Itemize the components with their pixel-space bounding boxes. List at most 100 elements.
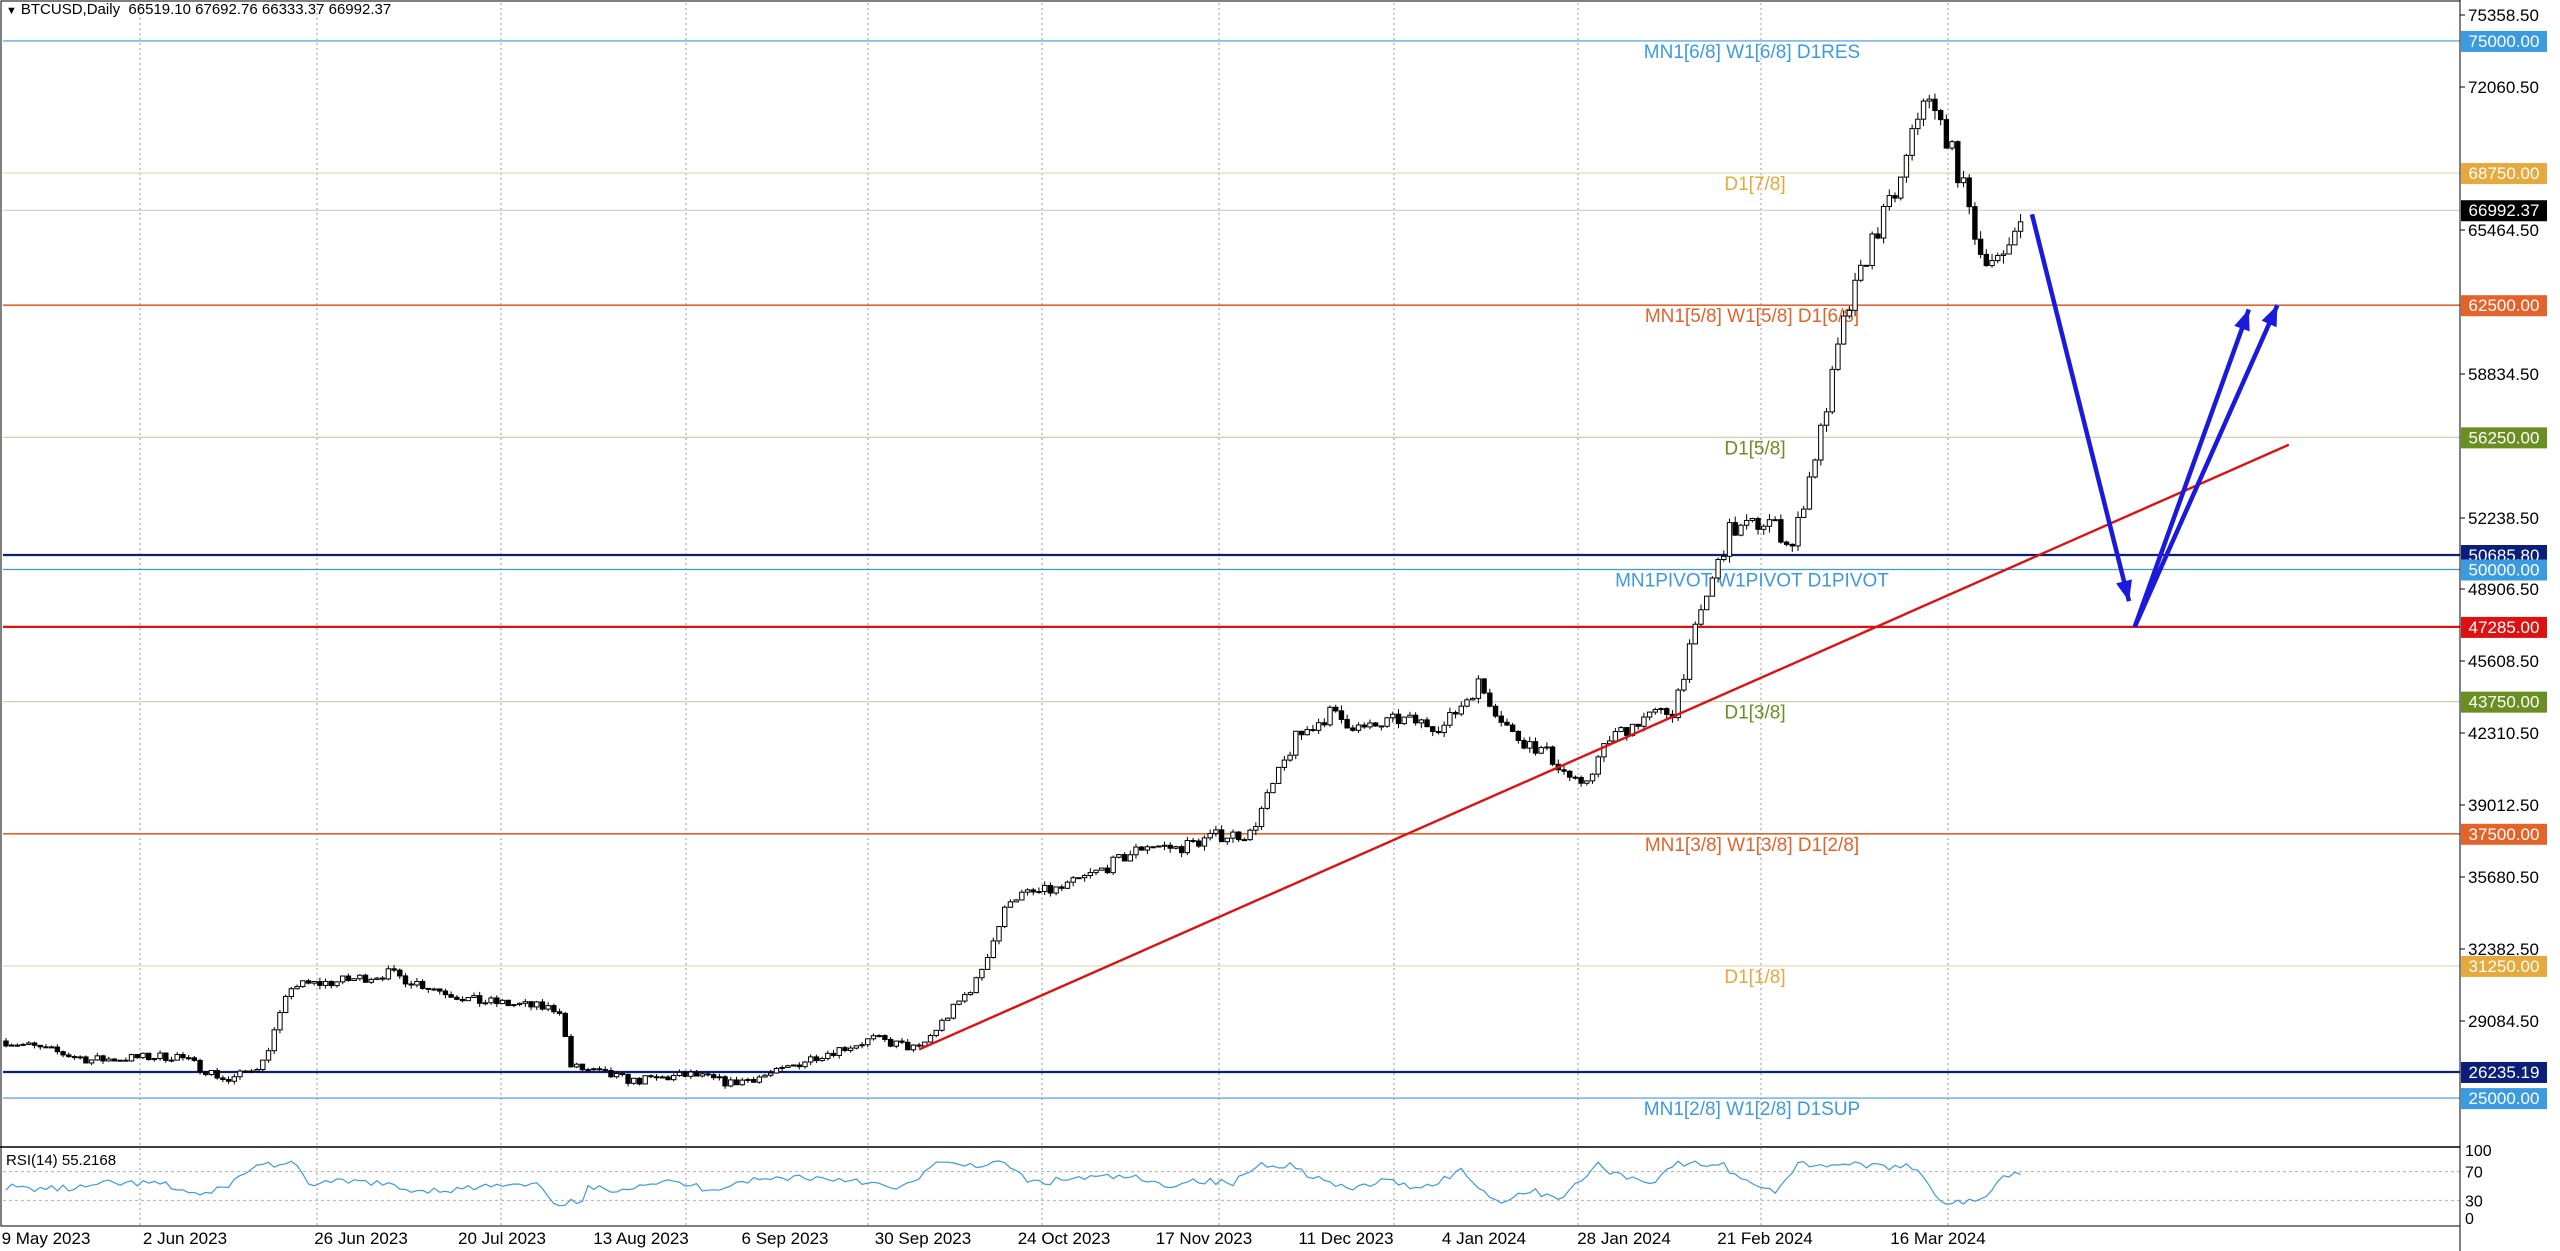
candle-body	[1230, 831, 1236, 839]
candle-body	[1116, 854, 1122, 858]
candlesticks[interactable]	[3, 93, 2024, 1089]
candle-body	[1350, 727, 1356, 731]
candle-body	[1538, 747, 1544, 754]
price-tag-bg	[2461, 559, 2547, 581]
candle-body	[465, 996, 471, 1002]
candle-body	[117, 1059, 123, 1062]
candle-body	[305, 980, 312, 984]
candle-body	[180, 1054, 186, 1059]
candle-body	[1458, 705, 1464, 715]
candle-body	[88, 1059, 95, 1064]
price-tag: 62500.00	[2461, 295, 2547, 317]
candle-body	[1972, 206, 1978, 240]
candle-body	[2006, 244, 2012, 255]
y-tick-label: 42310.50	[2468, 724, 2539, 743]
candle-body	[899, 1040, 905, 1043]
candle-body	[1578, 776, 1584, 784]
candle-body	[1823, 411, 1830, 426]
candle-body	[1161, 844, 1168, 847]
candle-body	[1755, 518, 1761, 530]
price-tag-bg	[2461, 823, 2547, 845]
candle-body	[1127, 854, 1133, 862]
candle-body	[94, 1055, 101, 1061]
candle-body	[168, 1059, 175, 1062]
candle-body	[419, 980, 426, 989]
candle-body	[471, 995, 477, 998]
candle-body	[1983, 253, 1990, 267]
y-tick-label: 65464.50	[2468, 221, 2539, 240]
candle-body	[1024, 889, 1031, 893]
candle-body	[631, 1077, 637, 1084]
candle-body	[260, 1059, 266, 1071]
current-price-value: 66992.37	[2469, 201, 2540, 220]
candle-body	[796, 1064, 802, 1068]
candle-body	[1772, 519, 1778, 522]
candle-body	[1310, 729, 1316, 732]
candle-body	[111, 1058, 118, 1062]
candle-body	[231, 1076, 237, 1082]
y-tick-label: 29084.50	[2468, 1012, 2539, 1031]
candle-body	[294, 986, 300, 990]
candle-body	[830, 1052, 837, 1056]
price-tag-bg	[2461, 616, 2547, 638]
candle-body	[60, 1051, 66, 1056]
candle-body	[1036, 891, 1042, 894]
candle-body	[357, 974, 363, 980]
candle-body	[1013, 899, 1019, 903]
candle-body	[1955, 141, 1961, 184]
candle-body	[1898, 176, 1904, 199]
candle-body	[31, 1042, 38, 1046]
candle-body	[1698, 609, 1704, 625]
x-tick-label: 11 Dec 2023	[1298, 1229, 1393, 1248]
x-tick-label: 9 May 2023	[2, 1229, 91, 1248]
candle-body	[905, 1041, 911, 1051]
candle-body	[448, 994, 454, 998]
y-tick-label: 58834.50	[2468, 365, 2539, 384]
candle-body	[887, 1038, 894, 1047]
candle-body	[1390, 713, 1396, 719]
level-lines: MN1[6/8] W1[6/8] D1RES D1[7/8] MN1[5/8] W1…	[3, 40, 2460, 1120]
candle-body	[562, 1012, 568, 1037]
candle-body	[1800, 508, 1807, 518]
candle-body	[1567, 770, 1573, 778]
candle-body	[391, 968, 397, 971]
candle-body	[962, 994, 968, 1002]
candle-body	[345, 975, 352, 981]
x-tick-label: 16 Mar 2024	[1890, 1229, 1985, 1248]
chart-grid	[139, 3, 1949, 1225]
candle-body	[214, 1069, 220, 1079]
dropdown-triangle-icon[interactable]: ▼	[6, 5, 17, 17]
candle-body	[48, 1046, 55, 1049]
candle-body	[37, 1044, 43, 1048]
candle-body	[1196, 840, 1202, 847]
candle-body	[773, 1067, 780, 1074]
candle-body	[1584, 780, 1590, 784]
candle-body	[414, 980, 420, 986]
level-label: MN1PIVOT W1PIVOT D1PIVOT	[1615, 571, 1889, 592]
candle-body	[334, 981, 340, 987]
y-tick-label: 32382.50	[2468, 940, 2539, 959]
candle-body	[979, 968, 985, 979]
x-tick-label: 30 Sep 2023	[875, 1229, 971, 1248]
candle-body	[1361, 724, 1367, 728]
candle-body	[790, 1064, 797, 1067]
rsi-panel: 100 70 300	[3, 1143, 2492, 1228]
x-tick-label: 6 Sep 2023	[742, 1229, 829, 1248]
candle-body	[1835, 343, 1841, 370]
candle-body	[585, 1069, 591, 1072]
rsi-scale-label: 100	[2465, 1143, 2492, 1160]
candle-body	[568, 1035, 574, 1068]
candle-body	[1527, 741, 1533, 749]
price-tag-bg	[2461, 30, 2547, 52]
candle-body	[300, 980, 306, 988]
price-tags: 75000.0068750.0062500.0056250.0050685.80…	[2461, 30, 2547, 1110]
candle-body	[1692, 623, 1698, 645]
candle-body	[933, 1029, 939, 1037]
candle-body	[716, 1076, 723, 1079]
candle-body	[1612, 731, 1619, 742]
price-tag: 26235.19	[2461, 1061, 2547, 1083]
x-tick-label: 26 Jun 2023	[314, 1229, 408, 1248]
candle-body	[1441, 724, 1447, 734]
x-tick-label: 28 Jan 2024	[1577, 1229, 1671, 1248]
